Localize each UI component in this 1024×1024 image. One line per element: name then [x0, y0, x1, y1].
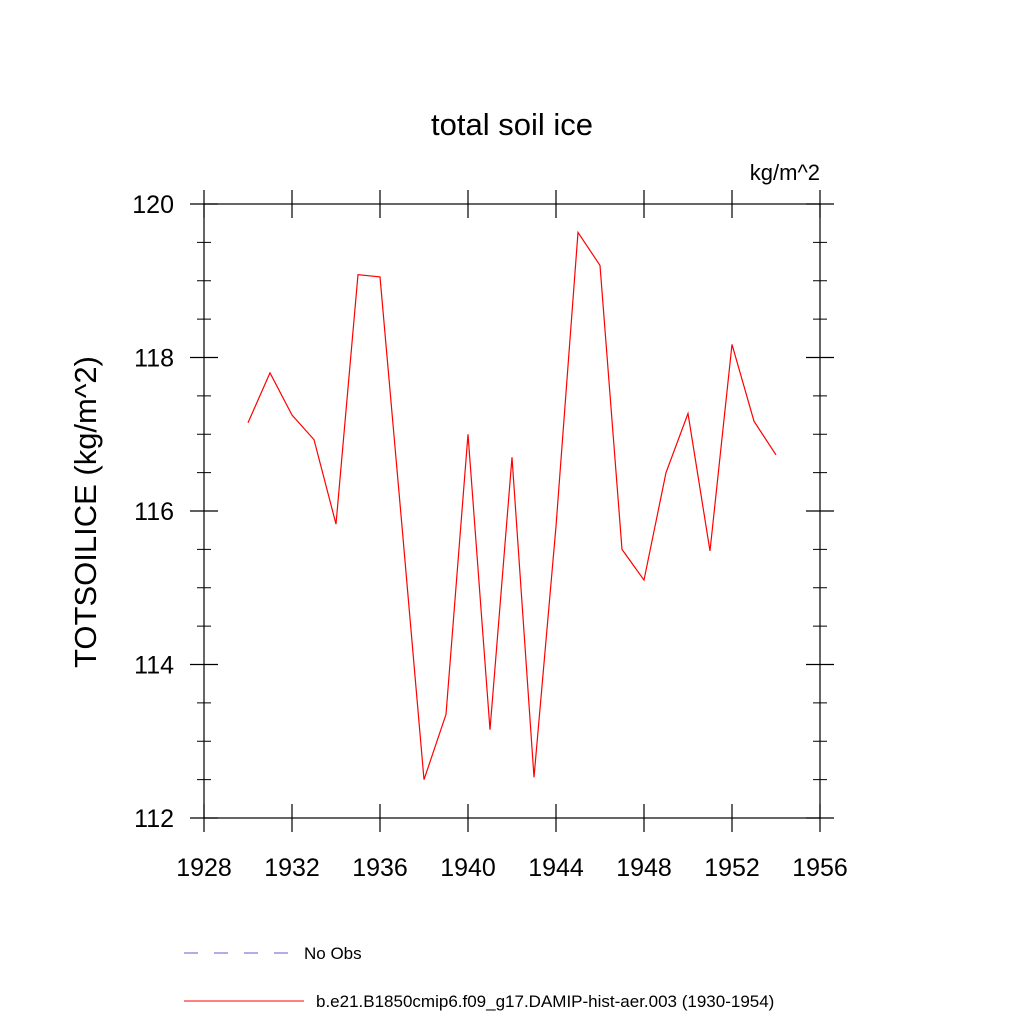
y-tick-label: 114 — [134, 652, 174, 680]
x-tick-label: 1956 — [792, 854, 848, 882]
axis-ticks — [190, 190, 834, 832]
x-tick-label: 1952 — [704, 854, 760, 882]
x-tick-label: 1940 — [440, 854, 496, 882]
units-label: kg/m^2 — [750, 160, 820, 185]
x-tick-label: 1936 — [352, 854, 408, 882]
y-axis-label: TOTSOILICE (kg/m^2) — [68, 356, 103, 668]
x-tick-label: 1928 — [176, 854, 232, 882]
y-tick-label: 120 — [132, 191, 174, 219]
series-line — [247, 230, 777, 780]
legend: No Obs b.e21.B1850cmip6.f09_g17.DAMIP-his… — [184, 944, 774, 1011]
x-tick-label: 1948 — [616, 854, 672, 882]
x-tick-label: 1932 — [264, 854, 320, 882]
y-tick-label: 112 — [134, 805, 174, 833]
legend-label: No Obs — [304, 944, 362, 963]
x-tick-labels: 1928 1932 1936 1940 1944 1948 1952 1956 — [176, 854, 848, 882]
legend-label: b.e21.B1850cmip6.f09_g17.DAMIP-hist-aer.… — [316, 992, 774, 1011]
y-tick-label: 116 — [134, 498, 174, 526]
plot-frame — [203, 203, 821, 819]
chart-title: total soil ice — [431, 107, 593, 142]
x-tick-label: 1944 — [528, 854, 584, 882]
y-tick-label: 118 — [134, 345, 174, 373]
y-tick-labels: 112 114 116 118 120 — [132, 191, 174, 833]
series-layer — [247, 230, 777, 780]
